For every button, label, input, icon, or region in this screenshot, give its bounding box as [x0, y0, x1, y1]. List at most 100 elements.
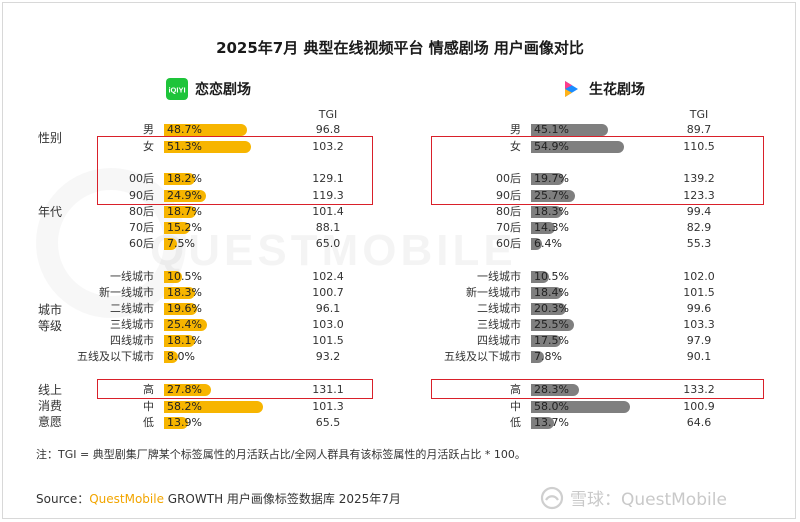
left-bar-value: 25.4% [167, 318, 202, 331]
left-bar [164, 351, 178, 363]
right-tgi-value: 103.3 [683, 318, 715, 331]
right-row-label: 男 [510, 123, 521, 136]
source-brand: QuestMobile [89, 492, 164, 506]
left-tgi-value: 96.1 [315, 302, 341, 315]
source-rest: GROWTH 用户画像标签数据库 2025年7月 [163, 492, 401, 506]
right-tgi-value: 99.6 [686, 302, 712, 315]
category-city-line1: 城市 [38, 303, 63, 317]
right-row-label: 女 [510, 140, 521, 153]
left-tgi-value: 103.0 [312, 318, 344, 331]
left-row-label: 低 [143, 416, 154, 429]
right-bar [531, 335, 561, 347]
right-brand-name: 生花剧场 [589, 82, 645, 98]
right-bar [531, 238, 542, 250]
right-bar-value: 18.3% [534, 205, 569, 218]
svg-text:iQIYI: iQIYI [168, 86, 185, 95]
left-bar-value: 18.7% [167, 205, 202, 218]
left-bar [164, 222, 190, 234]
left-bar-value: 24.9% [167, 189, 202, 202]
left-tgi-value: 65.0 [315, 237, 341, 250]
right-bar-value: 7.8% [534, 350, 562, 363]
left-row-label: 70后 [129, 221, 154, 234]
right-bar [531, 384, 580, 396]
left-row-label: 三线城市 [110, 318, 154, 331]
left-bar [164, 206, 196, 218]
iqiyi-logo-icon: iQIYI [166, 78, 188, 100]
left-bar [164, 287, 196, 299]
right-bar-value: 19.7% [534, 172, 569, 185]
right-bar [531, 124, 608, 136]
left-bar-value: 19.6% [167, 302, 202, 315]
left-tgi-value: 101.5 [312, 334, 344, 347]
left-tgi-value: 103.2 [312, 140, 344, 153]
left-bar [164, 271, 182, 283]
left-row-label: 男 [143, 123, 154, 136]
left-bar [164, 401, 263, 413]
xueqiu-watermark: 雪球：QuestMobile [540, 485, 727, 510]
left-bar-value: 27.8% [167, 383, 202, 396]
left-bar-value: 13.9% [167, 416, 202, 429]
left-tgi-value: 129.1 [312, 172, 344, 185]
left-bar [164, 238, 177, 250]
right-tgi-value: 99.4 [686, 205, 712, 218]
left-highlight-box [97, 379, 373, 399]
left-bar [164, 173, 195, 185]
left-tgi-value: 93.2 [315, 350, 341, 363]
left-bar [164, 141, 252, 153]
right-bar [531, 271, 549, 283]
left-tgi-value: 65.5 [315, 416, 341, 429]
left-bar-value: 51.3% [167, 140, 202, 153]
right-row-label: 五线及以下城市 [444, 350, 521, 363]
right-row-label: 新一线城市 [466, 286, 521, 299]
right-highlight-box [431, 136, 764, 205]
left-row-label: 90后 [129, 189, 154, 202]
right-tgi-header: TGI [689, 108, 709, 121]
category-consume-line2: 消费 [38, 399, 63, 413]
source-prefix: Source： [36, 492, 90, 506]
left-bar [164, 319, 208, 331]
right-bar [531, 206, 563, 218]
left-bar [164, 124, 247, 136]
right-bar [531, 173, 565, 185]
xueqiu-text: 雪球：QuestMobile [570, 490, 727, 510]
left-row-label: 高 [143, 383, 154, 396]
right-row-label: 四线城市 [477, 334, 521, 347]
right-tgi-value: 97.9 [686, 334, 712, 347]
right-row-label: 00后 [496, 172, 521, 185]
right-row-label: 低 [510, 416, 521, 429]
left-tgi-value: 131.1 [312, 383, 344, 396]
left-row-label: 00后 [129, 172, 154, 185]
right-bar-value: 6.4% [534, 237, 562, 250]
right-tgi-value: 101.5 [683, 286, 715, 299]
right-row-label: 80后 [496, 205, 521, 218]
category-city-line2: 等级 [38, 319, 63, 333]
right-tgi-value: 110.5 [683, 140, 715, 153]
left-tgi-value: 88.1 [315, 221, 341, 234]
right-tgi-value: 90.1 [686, 350, 712, 363]
left-bar-value: 58.2% [167, 400, 202, 413]
left-bar-value: 18.2% [167, 172, 202, 185]
right-bar-value: 54.9% [534, 140, 569, 153]
right-bar [531, 190, 575, 202]
right-row-label: 二线城市 [477, 302, 521, 315]
left-row-label: 五线及以下城市 [77, 350, 154, 363]
right-bar [531, 417, 555, 429]
right-row-label: 高 [510, 383, 521, 396]
right-bar [531, 351, 545, 363]
right-tgi-value: 55.3 [686, 237, 712, 250]
right-bar [531, 287, 563, 299]
left-tgi-value: 102.4 [312, 270, 344, 283]
right-tgi-value: 133.2 [683, 383, 715, 396]
source-line: Source：QuestMobile GROWTH 用户画像标签数据库 2025… [36, 490, 401, 507]
right-tgi-value: 64.6 [686, 416, 712, 429]
chart-title: 2025年7月 典型在线视频平台 情感剧场 用户画像对比 [216, 39, 584, 57]
left-row-label: 女 [143, 140, 154, 153]
left-tgi-value: 101.4 [312, 205, 344, 218]
youku-logo-icon [560, 78, 582, 100]
right-bar [531, 401, 630, 413]
right-bar-value: 13.7% [534, 416, 569, 429]
left-bar-value: 7.5% [167, 237, 195, 250]
category-gender: 性别 [38, 131, 63, 145]
right-row-label: 三线城市 [477, 318, 521, 331]
